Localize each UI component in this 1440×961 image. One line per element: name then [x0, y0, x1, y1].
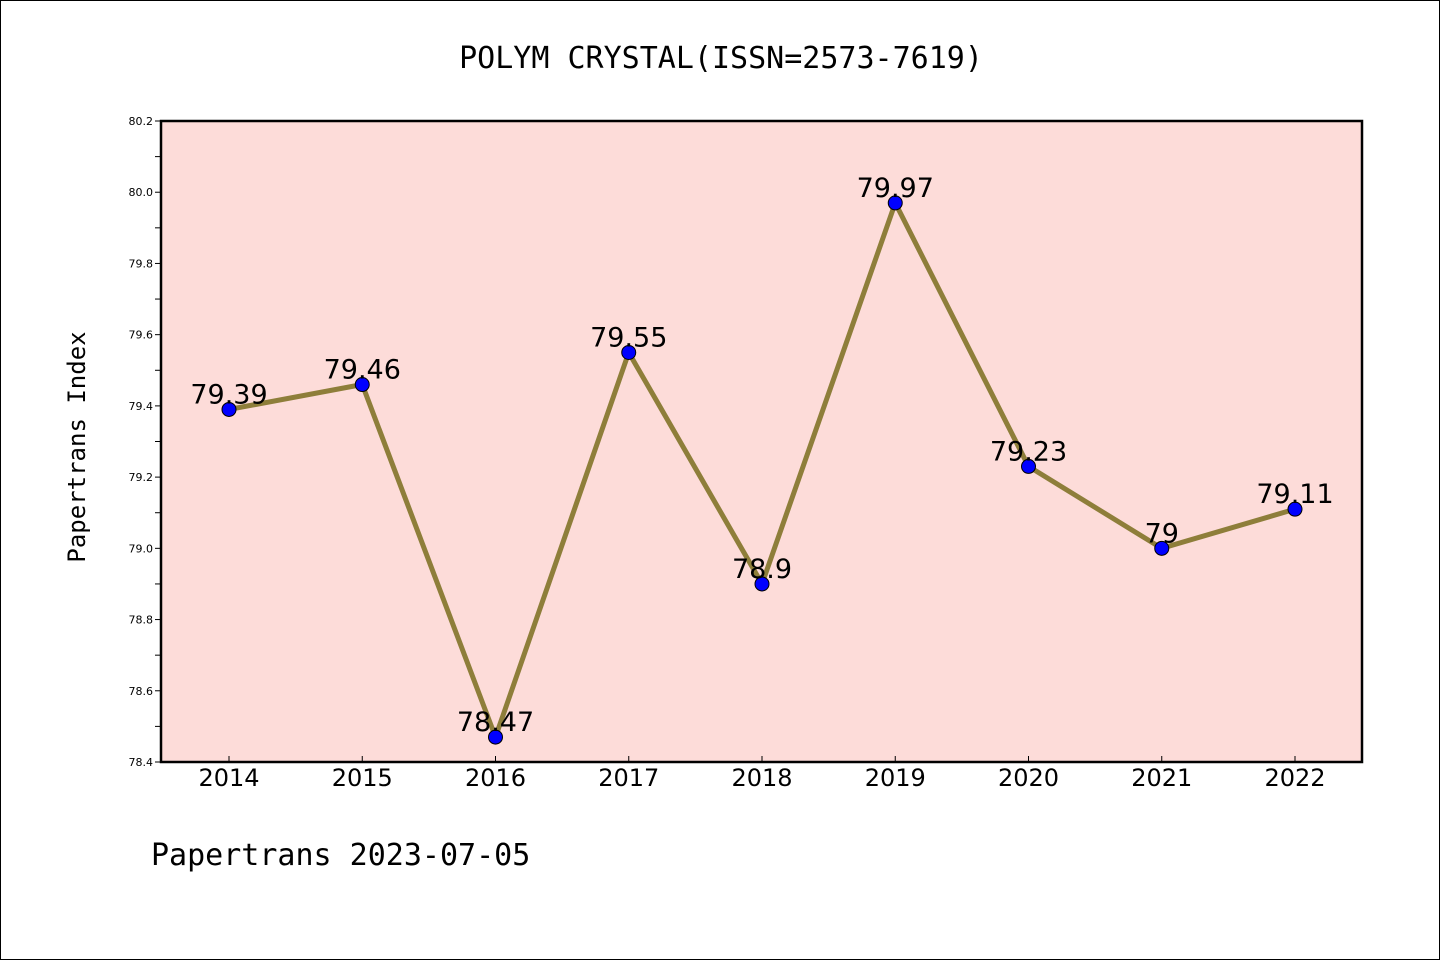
- y-tick-label: 79.4: [129, 400, 154, 413]
- x-tick-label: 2014: [198, 764, 259, 792]
- y-axis-label: Papertrans Index: [63, 331, 91, 562]
- data-label: 79.23: [990, 436, 1067, 467]
- data-label: 79.55: [590, 322, 667, 353]
- y-tick-label: 80.2: [129, 115, 154, 128]
- x-tick-label: 2015: [332, 764, 393, 792]
- data-label: 79.46: [324, 355, 401, 386]
- footer-text: Papertrans 2023-07-05: [151, 838, 530, 873]
- data-point: [221, 401, 237, 417]
- data-label: 79.39: [190, 379, 267, 410]
- x-tick-label: 2020: [998, 764, 1059, 792]
- x-axis: 2014 2015 2016 2017 2018 2019 2020 2021 2022: [198, 756, 1326, 792]
- data-point: [488, 729, 503, 745]
- data-label: 78.9: [732, 554, 792, 585]
- x-tick-label: 2018: [731, 764, 792, 792]
- x-tick-label: 2022: [1264, 764, 1325, 792]
- data-label: 79.97: [857, 173, 934, 204]
- data-point: [1021, 458, 1036, 474]
- plot-area: [161, 121, 1362, 762]
- y-tick-label: 78.8: [129, 614, 154, 627]
- y-tick-label: 78.6: [129, 685, 154, 698]
- data-labels-group: 79.39 79.46 78.47 79.55 78.9 79.97 79.23 79 79.1…: [190, 173, 1333, 738]
- data-point: [754, 576, 770, 592]
- data-label: 78.47: [457, 707, 534, 738]
- chart-title: POLYM CRYSTAL(ISSN=2573-7619): [459, 41, 983, 76]
- x-tick-label: 2016: [465, 764, 526, 792]
- y-axis: 78.4 78.6 78.8 79.0 79.2 79.4 79.6 79.8 80.0 80.2: [129, 115, 161, 769]
- data-point: [354, 377, 370, 393]
- data-point: [1287, 501, 1303, 517]
- y-tick-label: 79.8: [129, 257, 154, 270]
- y-tick-label: 79.6: [129, 329, 154, 342]
- x-tick-label: 2019: [865, 764, 926, 792]
- markers-group: [221, 195, 1303, 745]
- x-tick-label: 2017: [598, 764, 659, 792]
- y-tick-label: 80.0: [129, 186, 154, 199]
- x-tick-label: 2021: [1131, 764, 1192, 792]
- data-point: [621, 344, 637, 360]
- y-tick-label: 79.0: [129, 542, 154, 555]
- data-point: [1154, 540, 1170, 556]
- data-label: 79: [1145, 518, 1179, 549]
- data-point: [887, 195, 903, 211]
- plot-border: [159, 119, 1364, 764]
- y-tick-label: 78.4: [129, 756, 154, 769]
- data-label: 79.11: [1256, 479, 1333, 510]
- y-tick-label: 79.2: [129, 471, 154, 484]
